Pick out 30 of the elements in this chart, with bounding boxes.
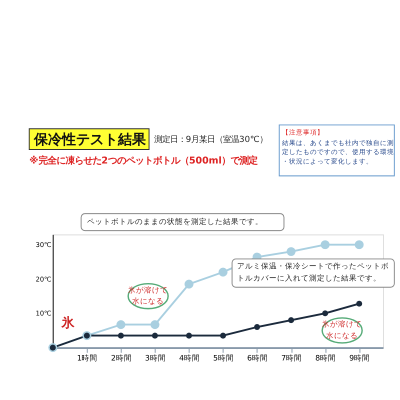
point [218,268,228,277]
x-tick-label: 8時間 [315,353,336,362]
chart-title: 保冷性テスト結果 [32,132,147,148]
point [186,332,192,339]
chart-subtitle: 測定日：9月某日（室温30℃） [154,134,268,145]
point [152,332,158,339]
point [356,300,362,307]
point [320,240,330,250]
text: ※完全に凍らせた2つのペットボトル（500ml）で測定 [29,156,258,167]
text: ペットボトルのままの状態を測定した結果です。 [86,217,263,226]
point [254,324,260,330]
x-tick-label: 9時間 [349,353,370,362]
point [150,320,160,330]
point [322,310,328,316]
point [288,317,294,324]
point [118,332,124,339]
point [116,320,126,330]
point [220,332,226,339]
x-tick-label: 5時間 [213,353,234,362]
x-tick-label: 7時間 [281,353,302,362]
point [184,280,194,289]
annotation: アルミ保温・保冷シートで作ったペットボトルカバーに入れて測定した結果です。 [236,261,389,283]
x-tick-label: 1時間 [76,353,98,362]
x-tick-label: 6時間 [247,353,268,362]
point [354,240,364,250]
point [286,247,296,256]
x-tick-label: 2時間 [110,353,132,362]
x-tick-label: 3時間 [145,353,166,362]
annotation: 氷 [60,316,76,331]
x-tick-label: 4時間 [179,353,200,362]
